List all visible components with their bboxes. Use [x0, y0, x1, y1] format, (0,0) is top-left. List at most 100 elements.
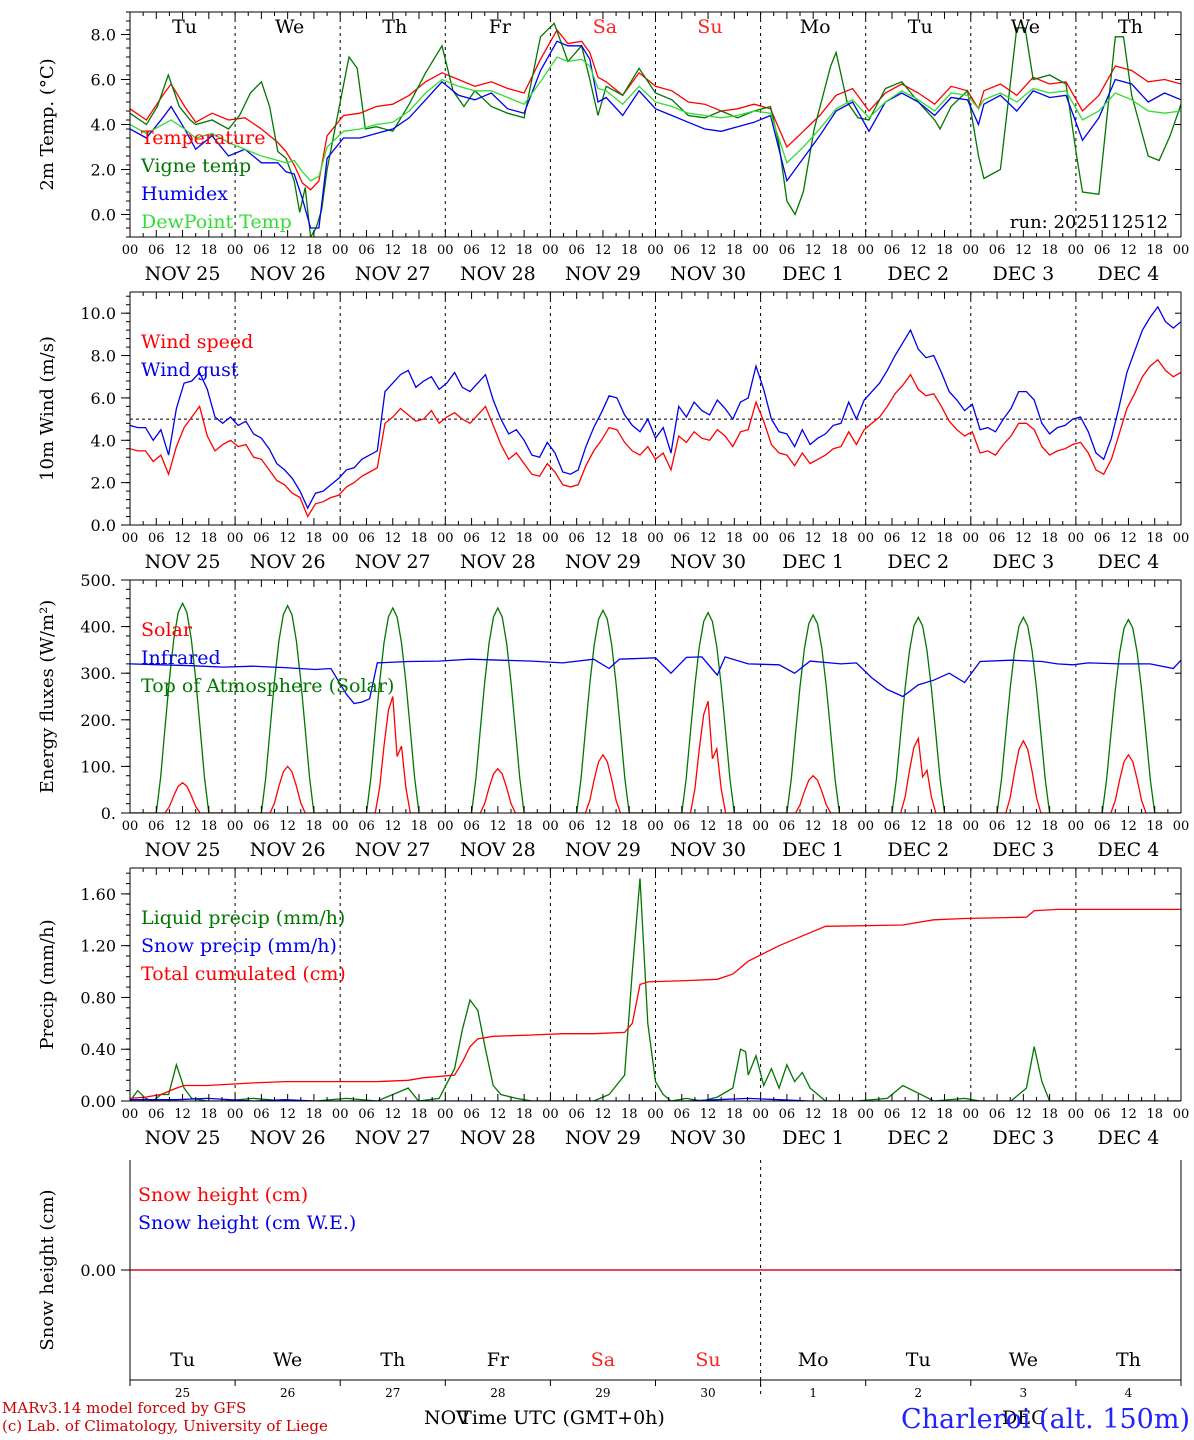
day-number: 26	[280, 1386, 295, 1400]
hour-label: 18	[936, 243, 953, 258]
day-number: 4	[1125, 1386, 1133, 1400]
hour-label: 00	[752, 819, 769, 834]
hour-label: 18	[201, 819, 218, 834]
hour-label: 06	[674, 531, 691, 546]
y-tick-label: 8.0	[91, 26, 116, 45]
hour-label: 00	[227, 819, 244, 834]
hour-label: 18	[201, 1107, 218, 1122]
hour-label: 00	[1173, 1107, 1190, 1122]
hour-label: 00	[1173, 819, 1190, 834]
legend-entry: Temperature	[141, 127, 265, 149]
hour-label: 18	[1041, 1107, 1058, 1122]
hour-label: 12	[595, 531, 612, 546]
hour-label: 00	[963, 243, 980, 258]
weekday-label-bottom: Tu	[906, 1349, 931, 1371]
legend-entry: DewPoint Temp	[141, 211, 292, 233]
hour-label: 18	[1146, 1107, 1163, 1122]
hour-label: 00	[647, 819, 664, 834]
date-label: DEC 3	[992, 551, 1054, 573]
y-tick-label: 4.0	[91, 116, 116, 135]
hour-label: 06	[463, 819, 480, 834]
hour-label: 12	[384, 243, 401, 258]
day-number: 25	[175, 1386, 190, 1400]
y-tick-label: 500.	[80, 571, 116, 590]
date-label: DEC 1	[782, 263, 844, 285]
weekday-label-top: Su	[697, 16, 722, 38]
date-label: DEC 4	[1098, 1127, 1160, 1149]
hour-label: 12	[1120, 531, 1137, 546]
hour-label: 18	[726, 243, 743, 258]
date-label: NOV 26	[250, 551, 326, 573]
legend-entry: Liquid precip (mm/h)	[141, 907, 345, 929]
hour-label: 18	[306, 1107, 323, 1122]
y-tick-label: 10.0	[80, 304, 116, 323]
hour-label: 06	[884, 531, 901, 546]
hour-label: 06	[148, 243, 165, 258]
hour-label: 00	[857, 531, 874, 546]
hour-label: 06	[989, 531, 1006, 546]
series-dewpoint-temp	[130, 56, 1181, 182]
hour-label: 12	[1015, 531, 1032, 546]
hour-label: 12	[279, 243, 296, 258]
hour-label: 06	[463, 531, 480, 546]
hour-label: 00	[437, 243, 454, 258]
hour-label: 06	[884, 819, 901, 834]
weekday-label-top: Tu	[172, 16, 197, 38]
hour-label: 12	[700, 243, 717, 258]
hour-label: 06	[779, 531, 796, 546]
series-solar	[130, 696, 1181, 813]
date-label: NOV 26	[250, 839, 326, 861]
hour-label: 00	[647, 243, 664, 258]
series-temperature	[130, 28, 1181, 191]
hour-label: 12	[279, 819, 296, 834]
y-tick-label: 400.	[80, 618, 116, 637]
date-label: NOV 29	[565, 839, 641, 861]
hour-label: 18	[516, 531, 533, 546]
weekday-label-bottom: We	[1009, 1349, 1038, 1371]
hour-label: 06	[463, 243, 480, 258]
hour-label: 18	[1146, 531, 1163, 546]
date-label: NOV 27	[355, 551, 431, 573]
hour-label: 00	[227, 531, 244, 546]
hour-label: 18	[201, 243, 218, 258]
hour-label: 06	[463, 1107, 480, 1122]
date-label: NOV 30	[670, 551, 746, 573]
hour-label: 00	[437, 819, 454, 834]
hour-label: 12	[1015, 243, 1032, 258]
hour-label: 00	[122, 819, 139, 834]
date-label: DEC 2	[887, 263, 949, 285]
weekday-label-bottom: Th	[1116, 1349, 1141, 1371]
hour-label: 18	[831, 531, 848, 546]
hour-label: 18	[831, 819, 848, 834]
hour-label: 18	[621, 1107, 638, 1122]
hour-label: 18	[621, 819, 638, 834]
y-tick-label: 0.40	[80, 1040, 116, 1059]
hour-label: 06	[358, 243, 375, 258]
hour-label: 12	[279, 531, 296, 546]
legend-entry: Vigne temp	[140, 155, 251, 177]
legend-entry: Total cumulated (cm)	[141, 963, 346, 985]
y-tick-label: 8.0	[91, 347, 116, 366]
hour-label: 18	[411, 531, 428, 546]
hour-label: 18	[1146, 819, 1163, 834]
hour-label: 12	[595, 243, 612, 258]
hour-label: 12	[910, 1107, 927, 1122]
y-tick-label: 0.00	[80, 1261, 116, 1280]
hour-label: 00	[122, 243, 139, 258]
hour-label: 06	[358, 531, 375, 546]
date-label: DEC 2	[887, 839, 949, 861]
day-number: 29	[595, 1386, 610, 1400]
hour-label: 12	[279, 1107, 296, 1122]
hour-label: 18	[936, 531, 953, 546]
hour-label: 18	[306, 243, 323, 258]
y-tick-label: 300.	[80, 664, 116, 683]
hour-label: 18	[831, 243, 848, 258]
hour-label: 06	[253, 1107, 270, 1122]
hour-label: 00	[332, 1107, 349, 1122]
hour-label: 06	[358, 1107, 375, 1122]
weekday-label-top: Tu	[908, 16, 933, 38]
date-label: DEC 3	[992, 839, 1054, 861]
series-humidex	[130, 40, 1181, 229]
hour-label: 00	[1068, 243, 1085, 258]
weekday-label-bottom: Su	[695, 1349, 720, 1371]
